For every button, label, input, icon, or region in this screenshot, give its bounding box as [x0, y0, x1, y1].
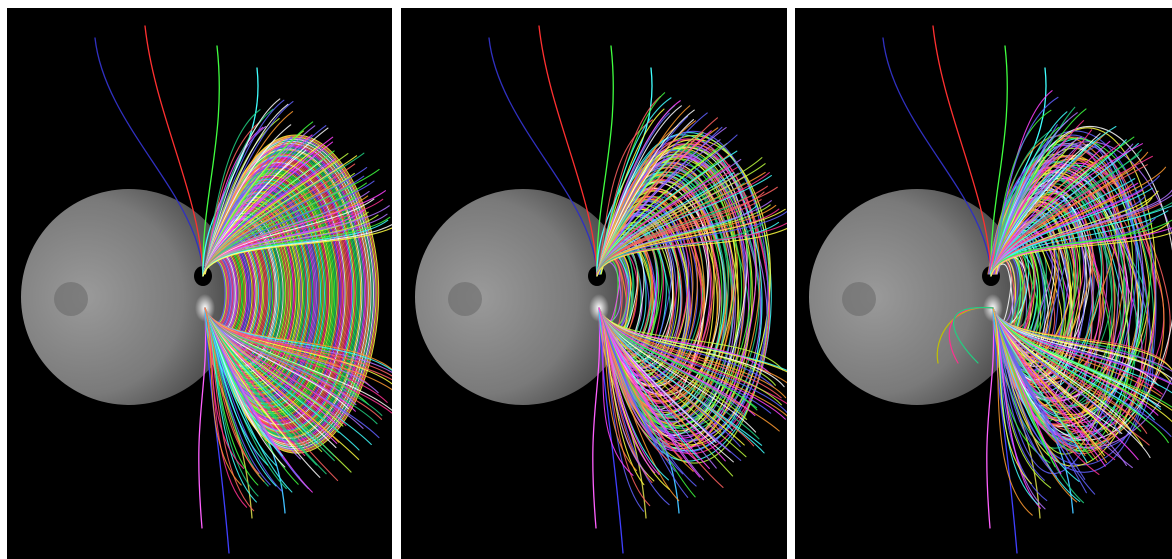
- field-lines: [94, 25, 392, 554]
- sphere-spot: [842, 282, 876, 316]
- field-lines: [488, 25, 787, 554]
- field-lines-render-3: [809, 25, 1172, 554]
- field-lines-render-2: [415, 25, 787, 554]
- sphere: [21, 189, 237, 405]
- sphere-spot: [448, 282, 482, 316]
- panel-field-lines-3: [795, 8, 1172, 559]
- panel-field-lines-2: [401, 8, 787, 559]
- field-lines-render-1: [21, 25, 392, 554]
- sphere: [809, 189, 1025, 405]
- sphere-spot: [54, 282, 88, 316]
- field-lines: [882, 25, 1172, 554]
- sphere: [415, 189, 631, 405]
- panel-field-lines-1: [7, 8, 392, 559]
